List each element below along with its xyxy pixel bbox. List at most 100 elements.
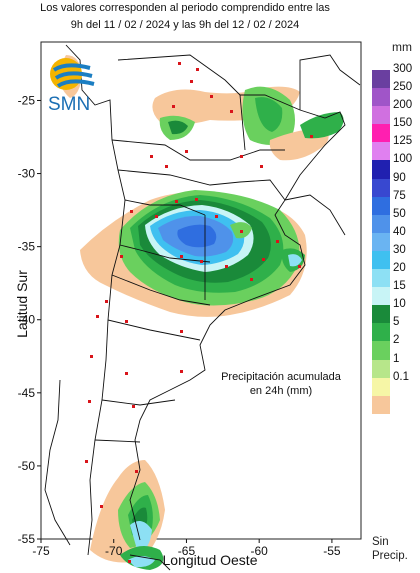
province-border bbox=[107, 319, 201, 341]
legend-item: 2 bbox=[372, 334, 420, 360]
station-marker bbox=[180, 330, 183, 333]
legend-swatch bbox=[372, 106, 390, 125]
legend-item: 20 bbox=[372, 262, 420, 288]
legend-label: 30 bbox=[393, 243, 406, 256]
station-marker bbox=[105, 300, 108, 303]
y-tick-label: -45 bbox=[18, 386, 36, 400]
legend-label: 125 bbox=[393, 135, 413, 148]
y-tick-label: -55 bbox=[18, 532, 36, 546]
legend-swatch bbox=[372, 160, 390, 179]
legend-item: 250 bbox=[372, 81, 420, 107]
legend-item: 0.1 bbox=[372, 371, 420, 396]
station-marker bbox=[178, 62, 181, 65]
note-line-1: Precipitación acumulada bbox=[221, 371, 341, 383]
legend-swatch bbox=[372, 395, 390, 414]
no-precip-line-1: Sin bbox=[372, 536, 389, 548]
station-marker bbox=[128, 560, 131, 563]
legend-label: 300 bbox=[393, 63, 413, 75]
legend-swatch bbox=[372, 142, 390, 161]
station-marker bbox=[125, 320, 128, 323]
legend-swatch bbox=[372, 178, 390, 197]
header-line-1: Los valores corresponden al periodo comp… bbox=[40, 2, 330, 14]
legend-item: 10 bbox=[372, 298, 420, 324]
legend-swatch bbox=[372, 214, 390, 233]
station-marker bbox=[150, 155, 153, 158]
station-marker bbox=[240, 230, 243, 233]
note-line-2: en 24h (mm) bbox=[249, 385, 313, 397]
y-tick-label: -50 bbox=[18, 459, 36, 473]
x-tick-label: -65 bbox=[178, 544, 196, 558]
precip-area bbox=[130, 521, 152, 553]
station-marker bbox=[172, 105, 175, 108]
legend-label: 10 bbox=[393, 298, 406, 311]
station-marker bbox=[276, 240, 279, 243]
legend-label: 5 bbox=[393, 316, 400, 329]
legend-swatch bbox=[372, 323, 390, 342]
station-marker bbox=[215, 215, 218, 218]
legend-swatch bbox=[372, 70, 390, 89]
precip-area bbox=[300, 112, 344, 139]
logo-wave-icon bbox=[52, 63, 91, 72]
station-marker bbox=[85, 460, 88, 463]
legend-item: 90 bbox=[372, 172, 420, 197]
station-marker bbox=[165, 165, 168, 168]
no-precip-label: Sin Precip. bbox=[372, 535, 408, 563]
station-marker bbox=[210, 95, 213, 98]
legend-unit: mm bbox=[392, 40, 412, 54]
precip-area bbox=[177, 224, 217, 248]
station-marker bbox=[298, 265, 301, 268]
no-precip-line-2: Precip. bbox=[372, 550, 408, 562]
chile-coast bbox=[44, 379, 71, 546]
y-tick-label: -30 bbox=[18, 167, 36, 181]
province-border bbox=[111, 274, 211, 306]
legend-label: 90 bbox=[393, 171, 406, 184]
legend-swatch bbox=[372, 196, 390, 215]
legend-item: 15 bbox=[372, 280, 420, 306]
legend-swatch bbox=[372, 305, 390, 324]
station-marker bbox=[135, 470, 138, 473]
legend-item: 1 bbox=[372, 353, 420, 378]
legend-swatch bbox=[372, 88, 390, 107]
legend-item: 300 bbox=[372, 63, 420, 89]
station-marker bbox=[180, 255, 183, 258]
station-marker bbox=[175, 200, 178, 203]
legend-item bbox=[372, 395, 420, 414]
legend-label: 150 bbox=[393, 117, 413, 130]
legend-item: 150 bbox=[372, 117, 420, 143]
legend-label: 15 bbox=[393, 280, 406, 293]
station-marker bbox=[200, 260, 203, 263]
station-marker bbox=[225, 265, 228, 268]
province-border bbox=[94, 439, 141, 443]
smn-sun-waves-logo: SMN bbox=[48, 58, 95, 115]
legend-item: 200 bbox=[372, 99, 420, 125]
legend: 300 250 200 150 125 100 90 75 50 40 30 20 15 10 5 2 1 0.1 bbox=[372, 63, 420, 414]
legend-label: 0.1 bbox=[393, 370, 409, 383]
legend-label: 200 bbox=[393, 99, 413, 112]
station-marker bbox=[88, 400, 91, 403]
neighbour-border bbox=[299, 54, 361, 110]
x-tick-label: -55 bbox=[323, 544, 341, 558]
station-marker bbox=[260, 165, 263, 168]
x-tick-label: -60 bbox=[251, 544, 269, 558]
uruguay-border bbox=[284, 194, 346, 236]
legend-label: 40 bbox=[393, 225, 406, 238]
station-marker bbox=[155, 215, 158, 218]
legend-label: 100 bbox=[393, 153, 413, 166]
legend-item: 100 bbox=[372, 153, 420, 179]
station-marker bbox=[130, 210, 133, 213]
precip-area bbox=[128, 556, 155, 568]
y-tick-label: -35 bbox=[18, 240, 36, 254]
station-marker bbox=[250, 278, 253, 281]
tierra-del-fuego bbox=[129, 554, 171, 571]
legend-label: 250 bbox=[393, 81, 413, 94]
station-marker bbox=[262, 258, 265, 261]
legend-label: 1 bbox=[393, 352, 400, 365]
legend-swatch bbox=[372, 341, 390, 360]
y-tick-label: -25 bbox=[18, 93, 36, 107]
station-marker bbox=[310, 135, 313, 138]
legend-label: 20 bbox=[393, 262, 406, 275]
legend-item: 50 bbox=[372, 208, 420, 233]
legend-item: 40 bbox=[372, 226, 420, 251]
precipitation-fields bbox=[58, 55, 344, 570]
station-marker bbox=[96, 315, 99, 318]
